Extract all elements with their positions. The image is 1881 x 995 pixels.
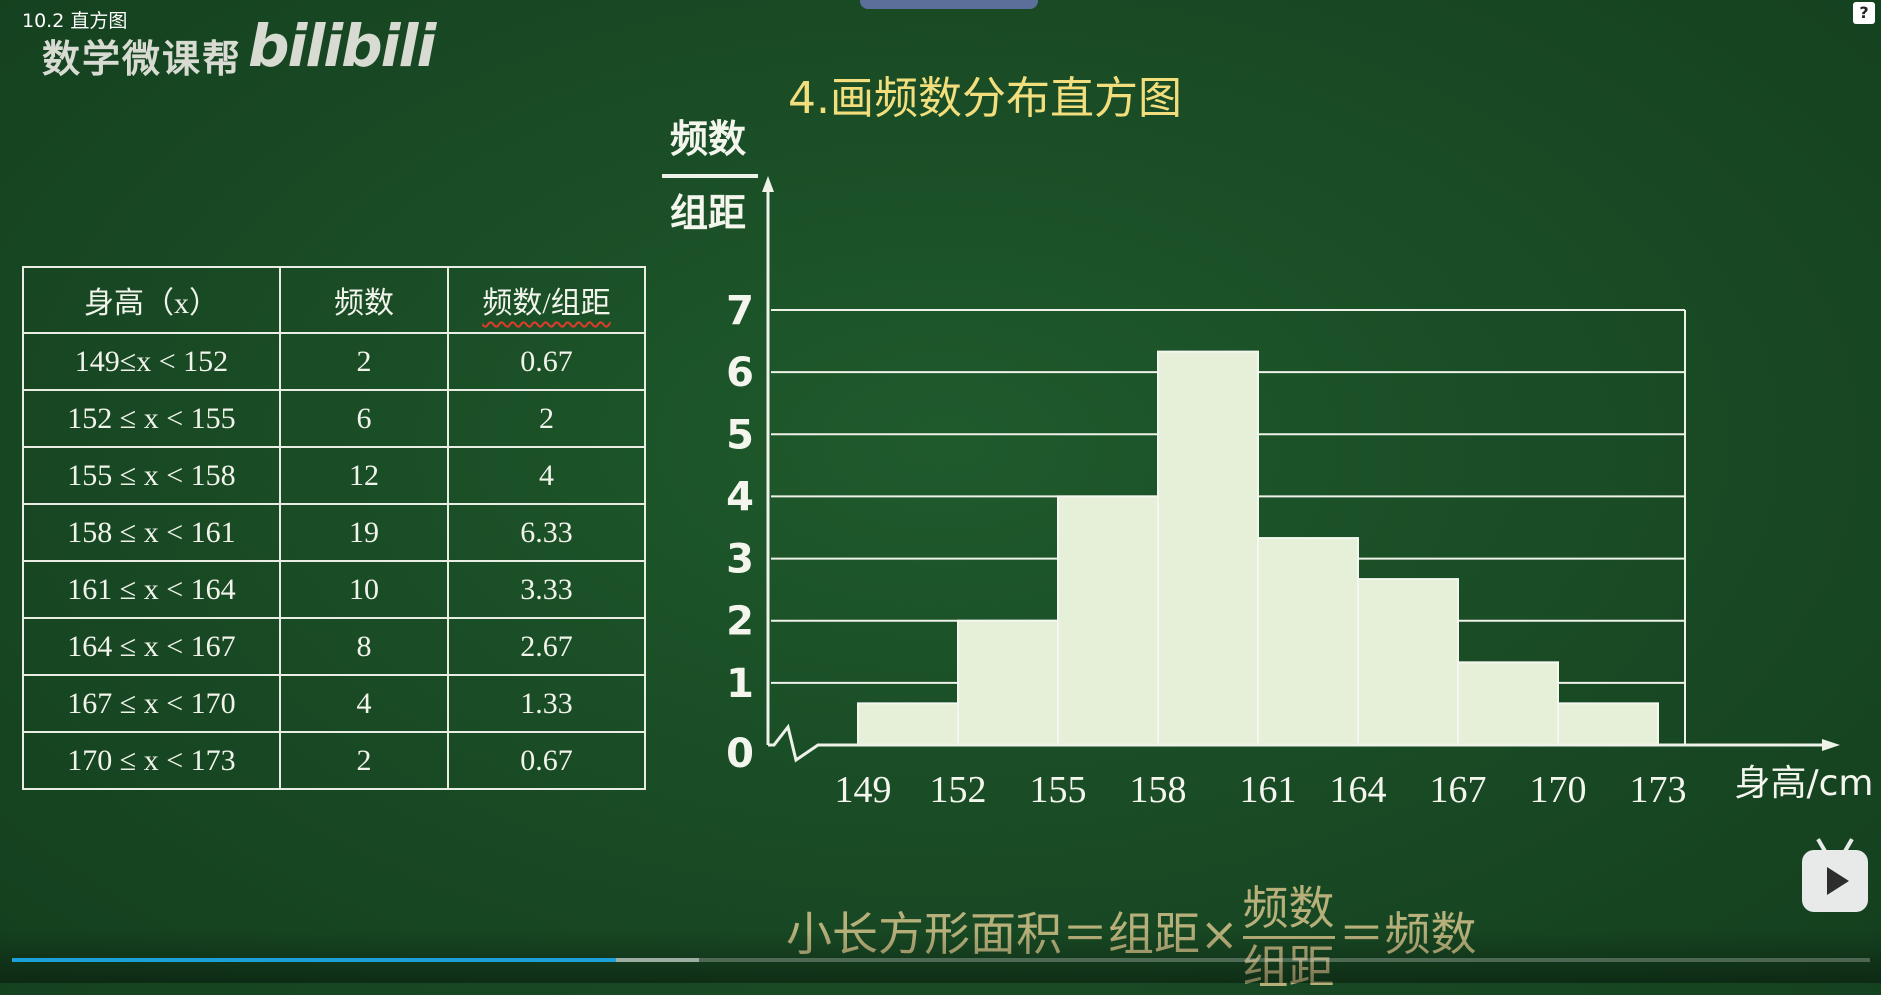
cell-frequency: 4 <box>279 674 449 733</box>
x-axis-arrow <box>1822 739 1840 751</box>
x-tick-label: 152 <box>930 769 987 811</box>
table-row: 170 ≤ x < 173 2 0.67 <box>22 731 646 790</box>
histogram-bar <box>1257 537 1359 746</box>
player-control-bar <box>0 930 1881 983</box>
cell-frequency: 19 <box>279 503 449 562</box>
frequency-table: 身高（x） 频数 频数/组距 149≤x < 152 2 0.67 152 ≤ x … <box>22 266 646 790</box>
x-tick-label: 158 <box>1130 769 1187 811</box>
formula-right: ＝频数 <box>1339 907 1477 961</box>
table-row: 149≤x < 152 2 0.67 <box>22 332 646 391</box>
channel-watermark: 数学微课帮 <box>42 37 243 81</box>
histogram-bar <box>1157 350 1259 746</box>
y-tick-label: 3 <box>726 537 754 583</box>
x-tick-label: 149 <box>835 769 892 811</box>
histogram-bar <box>957 619 1059 747</box>
cell-ratio: 0.67 <box>447 332 646 391</box>
cell-frequency: 12 <box>279 446 449 505</box>
video-title: 10.2 直方图 <box>22 10 128 32</box>
cell-ratio: 6.33 <box>447 503 646 562</box>
top-drag-handle[interactable] <box>860 0 1038 9</box>
x-axis-label: 身高/cm <box>1735 763 1874 804</box>
header-height: 身高（x） <box>22 266 281 334</box>
table-header-row: 身高（x） 频数 频数/组距 <box>22 266 646 334</box>
cell-range: 161 ≤ x < 164 <box>22 560 281 619</box>
header-frequency-per-width-text: 频数/组距 <box>482 287 611 320</box>
y-tick-label: 5 <box>726 412 754 458</box>
cell-ratio: 3.33 <box>447 560 646 619</box>
formula-left: 小长方形面积＝组距× <box>786 907 1239 961</box>
x-axis <box>768 723 1825 763</box>
cell-ratio: 2.67 <box>447 617 646 676</box>
y-axis-label-numerator: 频数 <box>670 117 746 161</box>
help-icon[interactable]: ? <box>1853 2 1875 24</box>
x-tick-label: 161 <box>1240 769 1297 811</box>
progress-fill <box>12 958 616 962</box>
table-row: 167 ≤ x < 170 4 1.33 <box>22 674 646 733</box>
cell-range: 158 ≤ x < 161 <box>22 503 281 562</box>
histogram-bar <box>1557 702 1659 746</box>
x-tick-label: 155 <box>1030 769 1087 811</box>
y-tick-label: 4 <box>726 474 754 520</box>
y-tick-label: 7 <box>726 288 754 334</box>
chart-title: 4.画频数分布直方图 <box>788 73 1182 124</box>
cell-range: 167 ≤ x < 170 <box>22 674 281 733</box>
cell-ratio: 0.67 <box>447 731 646 790</box>
cell-ratio: 2 <box>447 389 646 448</box>
progress-bar[interactable] <box>12 958 1870 962</box>
histogram-bar <box>857 702 959 746</box>
bilibili-logo: bilibili <box>248 12 436 80</box>
histogram-bar <box>1357 578 1459 746</box>
cell-range: 155 ≤ x < 158 <box>22 446 281 505</box>
cell-frequency: 8 <box>279 617 449 676</box>
cell-frequency: 2 <box>279 332 449 391</box>
header-frequency: 频数 <box>279 266 449 334</box>
y-tick-label: 0 <box>726 731 754 777</box>
x-tick-label: 173 <box>1630 769 1687 811</box>
cell-range: 164 ≤ x < 167 <box>22 617 281 676</box>
table-row: 158 ≤ x < 161 19 6.33 <box>22 503 646 562</box>
cell-range: 149≤x < 152 <box>22 332 281 391</box>
cell-ratio: 4 <box>447 446 646 505</box>
cell-range: 152 ≤ x < 155 <box>22 389 281 448</box>
x-tick-label: 164 <box>1330 769 1387 811</box>
histogram-bar <box>1457 661 1559 746</box>
cell-frequency: 2 <box>279 731 449 790</box>
formula-numerator: 频数 <box>1242 880 1335 939</box>
table-row: 152 ≤ x < 155 6 2 <box>22 389 646 448</box>
cell-ratio: 1.33 <box>447 674 646 733</box>
table-row: 155 ≤ x < 158 12 4 <box>22 446 646 505</box>
histogram-bar <box>1057 495 1159 746</box>
x-tick-label: 167 <box>1430 769 1487 811</box>
header-frequency-per-width: 频数/组距 <box>447 266 646 334</box>
table-row: 161 ≤ x < 164 10 3.33 <box>22 560 646 619</box>
y-axis-arrow <box>762 176 774 192</box>
cell-frequency: 10 <box>279 560 449 619</box>
play-icon[interactable] <box>1802 838 1868 912</box>
table-row: 164 ≤ x < 167 8 2.67 <box>22 617 646 676</box>
y-axis-label-denominator: 组距 <box>670 191 746 235</box>
cell-frequency: 6 <box>279 389 449 448</box>
y-tick-label: 1 <box>726 661 754 707</box>
cell-range: 170 ≤ x < 173 <box>22 731 281 790</box>
x-tick-label: 170 <box>1530 769 1587 811</box>
y-tick-label: 6 <box>726 350 754 396</box>
y-tick-label: 2 <box>726 599 754 645</box>
